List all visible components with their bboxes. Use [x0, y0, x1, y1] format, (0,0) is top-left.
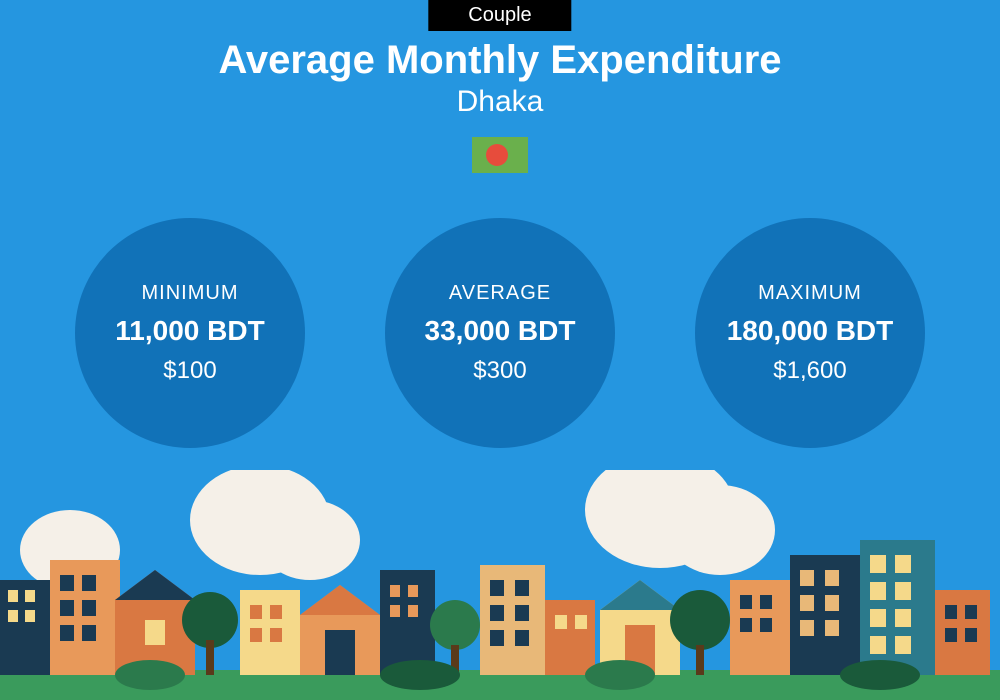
- stat-usd: $1,600: [773, 357, 846, 385]
- stat-label: MINIMUM: [142, 282, 239, 305]
- stat-maximum: MAXIMUM 180,000 BDT $1,600: [695, 218, 925, 448]
- stat-value: 33,000 BDT: [425, 315, 576, 347]
- stat-label: AVERAGE: [449, 282, 551, 305]
- category-badge: Couple: [428, 0, 571, 31]
- stat-value: 11,000 BDT: [115, 315, 264, 347]
- stat-value: 180,000 BDT: [727, 315, 894, 347]
- city-name: Dhaka: [0, 85, 1000, 119]
- stat-minimum: MINIMUM 11,000 BDT $100: [75, 218, 305, 448]
- cityscape-illustration: [0, 470, 1000, 700]
- page-title: Average Monthly Expenditure: [0, 38, 1000, 83]
- stat-average: AVERAGE 33,000 BDT $300: [385, 218, 615, 448]
- stats-row: MINIMUM 11,000 BDT $100 AVERAGE 33,000 B…: [0, 218, 1000, 448]
- flag-icon: [472, 137, 528, 173]
- stat-usd: $300: [473, 357, 526, 385]
- stat-usd: $100: [163, 357, 216, 385]
- stat-label: MAXIMUM: [758, 282, 862, 305]
